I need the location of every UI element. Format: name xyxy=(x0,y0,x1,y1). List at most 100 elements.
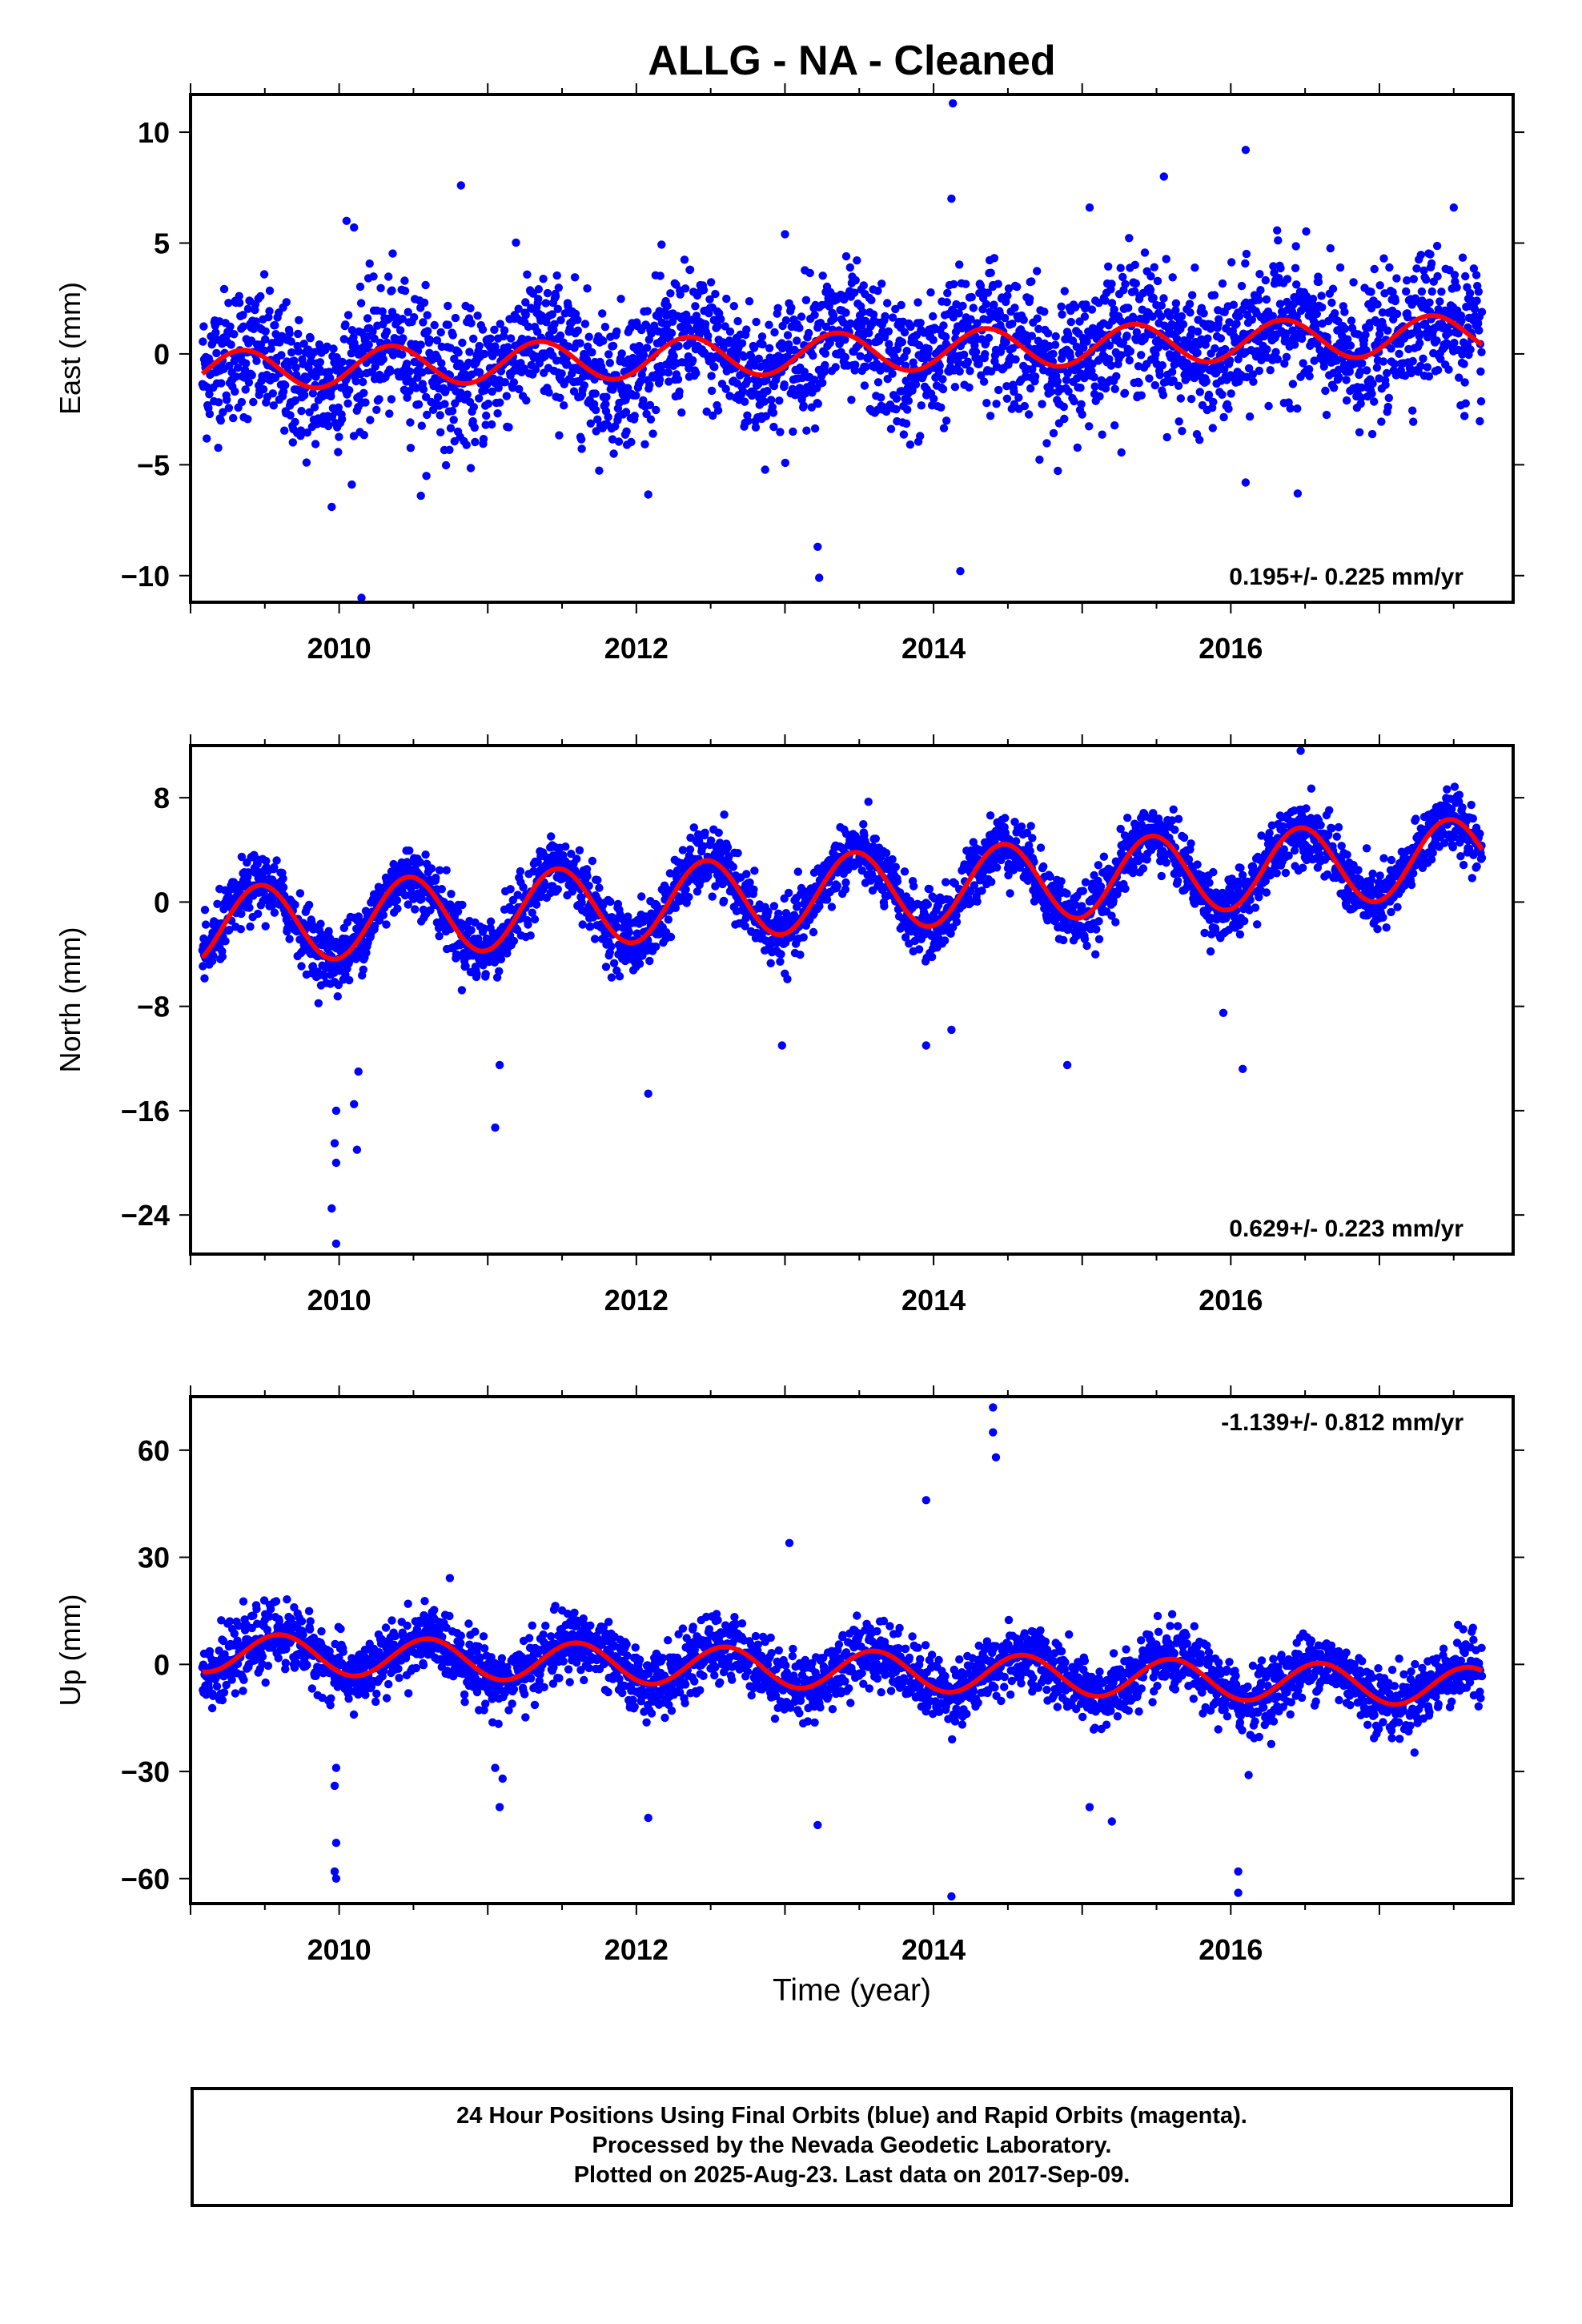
data-point xyxy=(379,911,387,919)
data-point xyxy=(1409,275,1419,283)
data-point xyxy=(917,401,926,410)
data-point xyxy=(926,288,935,297)
data-point xyxy=(392,895,402,905)
data-point xyxy=(1107,299,1117,308)
data-point xyxy=(706,278,716,287)
data-point xyxy=(871,834,881,843)
data-point xyxy=(550,320,559,328)
data-point xyxy=(900,352,909,362)
data-point xyxy=(1435,297,1444,306)
data-point xyxy=(617,349,626,358)
data-point xyxy=(423,311,432,320)
data-point xyxy=(1248,370,1258,379)
data-point xyxy=(929,336,938,344)
data-point xyxy=(437,359,446,368)
data-point xyxy=(677,408,686,417)
data-point xyxy=(554,283,563,292)
data-point xyxy=(1427,259,1436,268)
data-point xyxy=(1178,320,1188,329)
data-point xyxy=(1151,350,1160,359)
data-point xyxy=(1203,334,1212,343)
data-point xyxy=(1177,312,1186,321)
data-point xyxy=(1229,300,1239,309)
data-point xyxy=(906,322,915,332)
data-point xyxy=(526,931,535,940)
data-point xyxy=(400,287,410,296)
data-point xyxy=(900,867,909,876)
data-point xyxy=(488,420,496,429)
data-point xyxy=(1062,376,1071,384)
data-point xyxy=(1379,254,1388,263)
data-point xyxy=(593,875,602,885)
data-point xyxy=(524,322,533,332)
data-point xyxy=(924,344,934,353)
data-point xyxy=(450,354,459,364)
data-point xyxy=(1474,287,1484,296)
data-point xyxy=(560,380,568,388)
data-point xyxy=(1291,263,1300,272)
data-point xyxy=(522,396,531,405)
data-point xyxy=(573,316,582,324)
data-point xyxy=(900,328,909,337)
data-point xyxy=(1273,226,1282,235)
data-point xyxy=(299,340,308,348)
data-point xyxy=(1219,412,1228,422)
data-point xyxy=(950,383,960,392)
data-point xyxy=(1110,421,1119,430)
data-point xyxy=(575,846,584,855)
data-point xyxy=(952,918,962,927)
data-point xyxy=(673,375,683,384)
data-point xyxy=(300,391,309,400)
data-point xyxy=(777,950,785,959)
data-point xyxy=(203,434,211,443)
data-point xyxy=(295,316,303,324)
data-point xyxy=(290,356,299,365)
data-point xyxy=(1122,332,1131,340)
data-point xyxy=(251,317,261,326)
data-point xyxy=(588,856,597,866)
data-point xyxy=(886,424,896,433)
data-point xyxy=(454,348,463,357)
data-point xyxy=(458,338,467,348)
data-point xyxy=(379,355,387,364)
data-point xyxy=(432,336,442,345)
data-point xyxy=(479,435,488,444)
data-point xyxy=(925,884,934,894)
data-point xyxy=(675,387,684,396)
data-point xyxy=(506,334,516,343)
data-point xyxy=(745,297,754,306)
data-point xyxy=(1128,312,1138,321)
data-point xyxy=(584,332,593,341)
data-point xyxy=(1159,294,1168,303)
data-point xyxy=(1342,376,1351,384)
data-point xyxy=(458,900,467,910)
data-point xyxy=(904,396,913,405)
data-point xyxy=(243,304,253,313)
data-point xyxy=(607,942,616,951)
data-point xyxy=(1024,410,1034,419)
data-point xyxy=(1234,355,1243,364)
data-point xyxy=(1076,384,1085,392)
data-point xyxy=(784,888,793,898)
data-point xyxy=(1002,394,1012,403)
data-point xyxy=(667,328,677,338)
data-point xyxy=(1169,376,1178,385)
y-axis-label: East (mm) xyxy=(54,282,86,415)
data-point xyxy=(721,322,729,331)
data-point xyxy=(402,360,412,368)
data-point xyxy=(861,362,870,372)
data-point xyxy=(268,389,277,398)
data-point xyxy=(590,935,600,943)
data-point xyxy=(1340,308,1349,316)
data-point xyxy=(1474,319,1483,328)
data-point xyxy=(388,249,397,258)
data-point xyxy=(291,900,299,910)
data-point xyxy=(463,390,472,399)
data-point xyxy=(1082,337,1091,346)
data-point xyxy=(1146,271,1155,281)
data-point xyxy=(590,375,599,384)
data-point xyxy=(749,344,759,352)
data-point xyxy=(359,388,368,397)
data-point xyxy=(1327,298,1336,308)
data-point xyxy=(532,352,540,361)
